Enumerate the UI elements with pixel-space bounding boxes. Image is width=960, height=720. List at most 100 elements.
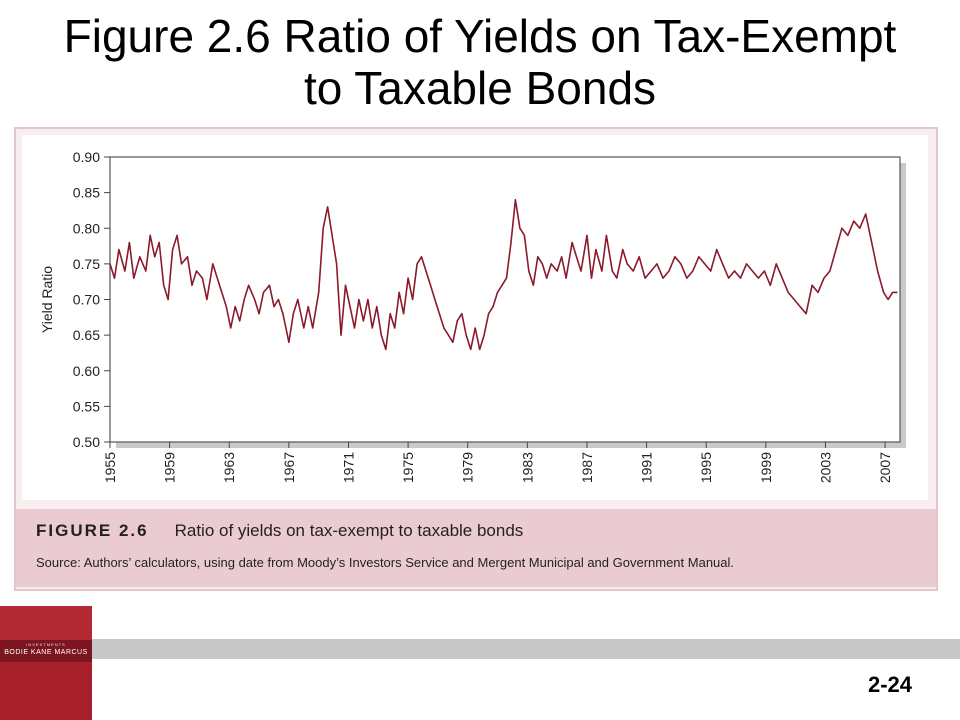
data-point xyxy=(479,348,481,350)
data-point xyxy=(474,327,476,329)
data-point xyxy=(546,277,548,279)
data-point xyxy=(505,277,508,279)
data-point xyxy=(335,263,338,265)
data-point xyxy=(398,291,400,293)
data-point xyxy=(340,334,342,336)
data-point xyxy=(871,241,873,244)
data-point xyxy=(443,327,445,329)
data-point xyxy=(662,277,664,279)
data-point xyxy=(769,284,771,286)
data-point xyxy=(887,298,889,301)
x-tick-label: 1971 xyxy=(340,452,356,483)
data-point xyxy=(514,199,517,201)
data-point xyxy=(349,306,351,308)
caption-figure-label: FIGURE 2.6 xyxy=(36,521,149,540)
chart-area: 0.50 0.55 0.60 0.65 0.70 0.75 0.80 0.85 0.90 1955… xyxy=(22,135,928,500)
data-point xyxy=(124,270,126,272)
data-point xyxy=(745,263,748,265)
data-point xyxy=(805,313,807,315)
data-point xyxy=(877,270,879,272)
data-point xyxy=(322,227,324,229)
data-point xyxy=(674,256,676,258)
x-tick-label: 1999 xyxy=(758,452,774,483)
data-point xyxy=(483,334,485,336)
data-point xyxy=(239,320,241,322)
y-tick-label: 0.50 xyxy=(73,434,100,450)
data-point xyxy=(234,306,236,308)
data-point xyxy=(556,270,558,272)
figure-frame: 0.50 0.55 0.60 0.65 0.70 0.75 0.80 0.85 0.90 1955… xyxy=(14,127,938,591)
data-point xyxy=(438,313,441,315)
data-point xyxy=(638,256,640,258)
data-point xyxy=(385,348,387,350)
data-point xyxy=(212,263,214,265)
data-point xyxy=(488,313,490,315)
y-tick-label: 0.55 xyxy=(73,398,100,414)
data-point xyxy=(327,206,329,208)
data-point xyxy=(230,327,232,329)
page-number: 2-24 xyxy=(867,672,912,697)
data-point xyxy=(656,263,658,265)
y-tick-label: 0.80 xyxy=(73,220,100,236)
x-tick-label: 1955 xyxy=(102,452,118,483)
data-point xyxy=(853,220,855,222)
data-point xyxy=(416,263,418,265)
data-point xyxy=(775,263,777,265)
y-tick-label: 0.60 xyxy=(73,363,100,379)
data-point xyxy=(532,284,534,286)
data-point xyxy=(429,284,432,286)
data-point xyxy=(262,291,265,293)
data-point xyxy=(793,298,795,301)
data-point xyxy=(358,298,360,301)
data-point xyxy=(622,249,624,251)
figure-caption: FIGURE 2.6 Ratio of yields on tax-exempt … xyxy=(16,509,936,587)
data-point xyxy=(353,327,356,329)
data-point xyxy=(216,277,218,279)
book-authors: BODIE KANE MARCUS xyxy=(4,649,88,656)
data-point xyxy=(282,313,284,315)
data-point xyxy=(841,227,843,229)
data-point xyxy=(733,270,736,272)
data-point xyxy=(847,234,849,236)
data-point xyxy=(206,298,208,301)
data-point xyxy=(781,277,783,279)
data-point xyxy=(763,270,765,272)
data-point xyxy=(318,291,320,293)
data-point xyxy=(523,234,525,236)
data-point xyxy=(727,277,730,279)
data-point xyxy=(470,348,472,350)
x-tick-label: 1967 xyxy=(281,452,297,483)
data-point xyxy=(510,241,512,244)
data-point xyxy=(425,270,427,272)
data-point xyxy=(650,270,652,272)
data-point xyxy=(605,234,607,236)
data-point xyxy=(118,249,120,251)
data-point xyxy=(273,306,275,308)
x-tick-label: 1975 xyxy=(400,452,416,483)
data-point xyxy=(575,256,578,258)
data-point xyxy=(133,277,135,279)
data-point xyxy=(896,291,898,293)
data-point xyxy=(380,334,382,336)
data-point xyxy=(149,234,151,236)
plot-frame xyxy=(109,156,901,443)
caption-figure-title: Ratio of yields on tax-exempt to taxable… xyxy=(174,521,524,540)
data-point xyxy=(331,234,333,236)
x-tick-label: 1979 xyxy=(460,452,476,483)
data-point xyxy=(367,298,369,301)
data-point xyxy=(128,241,130,244)
data-point xyxy=(561,256,563,258)
data-point xyxy=(344,284,347,286)
data-point xyxy=(751,270,754,272)
data-point xyxy=(307,306,309,308)
data-point xyxy=(191,284,193,286)
data-point xyxy=(580,270,582,272)
data-point xyxy=(186,256,189,258)
data-point xyxy=(303,327,305,329)
data-point xyxy=(528,270,530,272)
data-point xyxy=(376,306,378,308)
data-point xyxy=(565,277,567,279)
data-point xyxy=(692,270,694,272)
x-tick-label: 1995 xyxy=(698,452,714,483)
data-point xyxy=(680,263,682,265)
